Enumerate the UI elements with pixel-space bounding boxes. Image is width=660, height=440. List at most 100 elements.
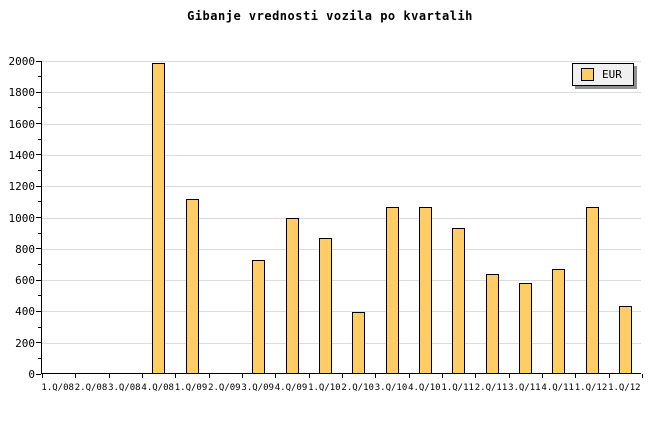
x-axis-label: 2.Q/11 (474, 383, 508, 393)
x-axis-label: 3.Q/08 (108, 383, 141, 393)
x-axis-label: 3.Q/10 (374, 383, 408, 393)
chart-title: Gibanje vrednosti vozila po kvartalih (187, 9, 473, 23)
x-axis-label: 4.Q/10 (408, 383, 441, 393)
legend-swatch-icon (581, 68, 594, 81)
gridline (42, 61, 641, 62)
x-axis-label: 3.Q/09 (241, 383, 274, 393)
y-tick-major (36, 373, 41, 375)
y-axis-label: 1400 (8, 148, 36, 162)
gridline (42, 217, 641, 219)
y-axis-label: 1000 (8, 211, 36, 225)
x-tick (475, 374, 477, 378)
y-tick-major (36, 60, 41, 62)
y-tick-major (36, 279, 41, 281)
x-axis-label: 2.Q/09 (208, 383, 241, 393)
gridline (42, 186, 641, 188)
y-tick-major (36, 185, 41, 187)
legend: EUR (572, 63, 634, 86)
x-tick (175, 374, 177, 378)
y-tick-minor (38, 76, 41, 78)
y-axis-labels: 0 200 400 600 800 1000 1200 1400 1600 1800 2000 (0, 55, 36, 381)
gridline (42, 342, 641, 344)
x-tick (75, 374, 77, 378)
x-tick (42, 374, 43, 378)
y-tick-major (36, 123, 41, 125)
gridline (42, 92, 641, 94)
bar-7-3-Q-09 (252, 260, 266, 373)
x-tick (575, 374, 577, 378)
bar-16-4-Q-11 (552, 268, 566, 373)
y-tick-minor (38, 357, 41, 359)
y-tick-major (36, 310, 41, 312)
y-tick-minor (38, 232, 41, 234)
gridline (42, 248, 641, 250)
y-tick-major (36, 154, 41, 156)
y-tick-minor (38, 170, 41, 172)
gridline (42, 311, 641, 313)
gridline (42, 123, 641, 125)
gridline (42, 280, 641, 282)
gridline (42, 154, 641, 156)
x-axis-label: 1.Q/09 (174, 383, 208, 393)
x-tick (242, 374, 243, 378)
bar-13-1-Q-11 (452, 228, 466, 373)
y-tick-minor (38, 138, 41, 140)
x-axis-label: 3.Q/11 (508, 383, 541, 393)
x-axis-label: 4.Q/08 (141, 383, 174, 393)
x-tick (442, 374, 443, 378)
y-tick-major (36, 248, 41, 250)
y-axis-label: 2000 (8, 55, 36, 68)
x-axis-label: 2.Q/10 (341, 383, 374, 393)
y-tick-major (36, 342, 41, 344)
x-tick (408, 374, 410, 378)
y-axis-label: 1800 (8, 86, 36, 100)
plot-area (36, 60, 643, 378)
bar-5-1-Q-09 (185, 199, 199, 373)
y-axis-label: 800 (15, 242, 35, 256)
x-tick (342, 374, 343, 378)
x-axis-label: 1.Q/12 (574, 383, 608, 393)
y-axis-label: 200 (15, 336, 35, 350)
x-axis-label: 1.Q/08 (41, 383, 74, 393)
y-axis-label: 0 (28, 368, 35, 381)
legend-label: EUR (602, 68, 622, 81)
x-tick (542, 374, 543, 378)
y-tick-minor (38, 107, 41, 109)
bar-10-2-Q-10 (352, 311, 366, 373)
y-axis-label: 1600 (8, 117, 36, 131)
x-axis-label: 1.Q/12 (608, 383, 641, 393)
x-tick-end (642, 374, 643, 378)
x-tick (108, 374, 110, 378)
x-tick (142, 374, 143, 378)
y-tick-minor (38, 295, 41, 297)
x-axis-label: 4.Q/09 (274, 383, 308, 393)
bar-18-1-Q-12 (618, 305, 632, 373)
x-tick (308, 374, 310, 378)
x-axis-label: 2.Q/08 (74, 383, 108, 393)
y-tick-major (36, 91, 41, 93)
x-axis-label: 1.Q/11 (441, 383, 474, 393)
y-axis-label: 400 (15, 305, 35, 319)
y-tick-minor (38, 263, 41, 265)
x-tick (208, 374, 210, 378)
bar-8-4-Q-09 (285, 218, 299, 373)
x-axis-label: 4.Q/11 (541, 383, 574, 393)
x-axis-labels: 1.Q/08 2.Q/08 3.Q/08 4.Q/08 1.Q/09 2.Q/09 3.Q/… (41, 383, 641, 397)
bar-14-2-Q-11 (485, 273, 499, 373)
x-tick (375, 374, 377, 378)
y-tick-minor (38, 326, 41, 328)
bar-17-1-Q-12 (585, 207, 599, 373)
bar-12-4-Q-10 (418, 207, 432, 373)
y-axis-label: 1200 (8, 180, 36, 194)
bar-4-4-Q-08 (152, 63, 166, 373)
y-axis-label: 600 (15, 274, 35, 288)
x-axis-label: 1.Q/10 (308, 383, 341, 393)
y-tick-minor (38, 201, 41, 203)
bar-15-3-Q-11 (518, 283, 532, 373)
x-tick (275, 374, 277, 378)
bar-11-3-Q-10 (385, 207, 399, 373)
bar-9-1-Q-10 (318, 238, 332, 373)
x-tick (508, 374, 510, 378)
x-tick (608, 374, 610, 378)
